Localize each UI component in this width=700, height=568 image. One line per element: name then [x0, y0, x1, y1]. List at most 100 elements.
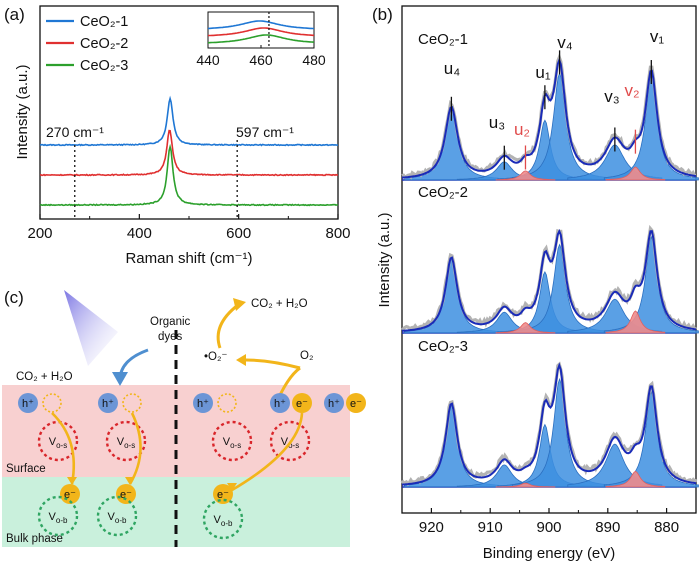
xps-peak-labels: u₄ u₃ u₂ u₁ v₄ v₃ v₂ v₁ [444, 27, 665, 170]
raman-series-line [39, 143, 339, 207]
inset-x-ticks: 440 460 480 [196, 45, 326, 68]
raman-legend-label: CeO₂-2 [80, 36, 128, 52]
xps-x-ticks: 920 910 900 890 880 [419, 508, 679, 536]
xps-x-tick-label: 900 [536, 519, 561, 536]
xps-ce3-peak [495, 482, 556, 488]
hole-carrier: h⁺ [98, 393, 118, 413]
xps-peak-label: u₁ [535, 63, 550, 82]
svg-text:e⁻: e⁻ [296, 398, 308, 410]
raman-series-line [39, 95, 339, 147]
o2-reduction-arrow [278, 366, 301, 396]
organic-dyes-label-line2: dyes [158, 331, 183, 343]
xps-peak-label: v₂ [624, 81, 639, 100]
xps-peak-label: u₄ [444, 59, 460, 78]
xps-peak-label: v₁ [650, 27, 665, 46]
panel-label-c: (c) [4, 288, 24, 307]
electron-transfer-arrow [51, 412, 76, 485]
raman-x-tick-label: 400 [127, 225, 152, 242]
superoxide-arrow-head [236, 354, 246, 366]
o2-label: O₂ [300, 350, 313, 362]
xps-fit-envelope [401, 362, 697, 486]
left-co2-h2o: CO₂ + H₂O [16, 371, 73, 383]
svg-text:h⁺: h⁺ [22, 398, 34, 410]
electron-transfer-arrow [231, 412, 304, 492]
inset-series-line [207, 27, 315, 37]
electron-carrier: e⁻ [60, 484, 80, 504]
xps-x-tick-label: 890 [595, 519, 620, 536]
xps-sample-label: CeO₂-3 [418, 338, 468, 355]
xps-x-tick-label: 880 [654, 519, 679, 536]
inset-series-group [207, 12, 315, 48]
arrow-head [227, 483, 237, 491]
bulk-phase-label: Bulk phase [6, 533, 63, 545]
electron-carrier: e⁻ [213, 484, 233, 504]
arrow-head [67, 477, 77, 485]
panel-label-a: (a) [4, 5, 25, 24]
raman-series-group [39, 95, 339, 207]
xps-ce3-peak [605, 310, 666, 334]
xps-x-axis-label: Binding energy (eV) [483, 545, 616, 562]
xps-sample-label: CeO₂-2 [418, 184, 468, 201]
co2-arrow-head [233, 298, 246, 311]
xps-peak-label: v₃ [604, 87, 619, 106]
xps-y-axis-label: Intensity (a.u.) [376, 212, 393, 307]
electron-vacancy [217, 393, 237, 413]
raman-x-tick-label: 800 [325, 225, 350, 242]
xps-fit-envelope [401, 228, 697, 332]
hole-carrier: h⁺ [324, 393, 344, 413]
raman-reference-lines [74, 140, 238, 219]
raman-annotation-270: 270 cm⁻¹ [46, 124, 104, 140]
svg-text:h⁺: h⁺ [102, 398, 114, 410]
mechanism-diagram: Organic dyes CO₂ + H₂O CO₂ + H₂O •O₂⁻ O₂… [2, 290, 366, 547]
light-beam [64, 290, 118, 366]
panel-label-b: (b) [372, 5, 393, 24]
raman-chart: 200 400 600 800 CeO₂-1 CeO₂-2 CeO₂-3 270 cm⁻¹… [14, 5, 351, 267]
xps-x-tick-label: 910 [478, 519, 503, 536]
xps-sample: CeO₂-2 [401, 184, 699, 334]
svg-text:e⁻: e⁻ [350, 398, 362, 410]
xps-peak-label: u₂ [514, 120, 530, 139]
xps-ce3-peak [495, 170, 556, 181]
svg-text:e⁻: e⁻ [217, 489, 229, 501]
xps-ce3-peak [605, 470, 666, 488]
xps-ce4-peak [603, 235, 699, 334]
raman-annotation-597: 597 cm⁻¹ [236, 124, 294, 140]
raman-x-tick-label: 600 [226, 225, 251, 242]
xps-ce3-peak [495, 322, 556, 334]
superoxide-label: •O₂⁻ [204, 351, 228, 363]
inset-series-line [208, 20, 314, 30]
svg-text:h⁺: h⁺ [274, 398, 286, 410]
charge-carriers: h⁺ h⁺ h⁺ h⁺ e⁻ h⁺ e⁻Vo-s Vo-s Vo-s Vo-se⁻ e⁻ e⁻Vo-b… [18, 393, 366, 540]
raman-series-line [39, 129, 339, 177]
hole-carrier: h⁺ [270, 393, 290, 413]
electron-carrier: e⁻ [292, 393, 312, 413]
raman-legend-label: CeO₂-3 [80, 58, 128, 74]
o2-to-superoxide-arrow [245, 358, 301, 370]
electron-carrier: e⁻ [116, 484, 136, 504]
arrow-head [125, 477, 135, 485]
inset-x-tick-label: 480 [302, 52, 326, 68]
inset-x-tick-label: 440 [196, 52, 220, 68]
surface-label: Surface [6, 463, 46, 475]
xps-samples-group: CeO₂-1 CeO₂-2 CeO₂-3 [400, 31, 699, 488]
raman-inset: 440 460 480 [196, 11, 326, 68]
xps-sample: CeO₂-3 [400, 338, 699, 488]
raman-x-tick-label: 200 [27, 225, 52, 242]
svg-text:h⁺: h⁺ [197, 398, 209, 410]
electron-vacancy [122, 393, 142, 413]
xps-peak-label: u₃ [489, 113, 505, 132]
electron-carrier: e⁻ [346, 393, 366, 413]
raman-x-axis-label: Raman shift (cm⁻¹) [125, 250, 252, 267]
raman-y-axis-label: Intensity (a.u.) [14, 64, 31, 159]
inset-series-line [208, 34, 315, 44]
co2-formation-arrow [216, 303, 239, 349]
raman-legend: CeO₂-1 CeO₂-2 CeO₂-3 [46, 14, 128, 74]
right-co2-h2o: CO₂ + H₂O [251, 298, 308, 310]
inset-x-tick-label: 460 [249, 52, 273, 68]
xps-ce3-peak [605, 166, 666, 181]
organic-dyes-label-line1: Organic [150, 316, 191, 328]
xps-sample-label: CeO₂-1 [418, 31, 468, 48]
dye-arrow-head [112, 372, 128, 386]
